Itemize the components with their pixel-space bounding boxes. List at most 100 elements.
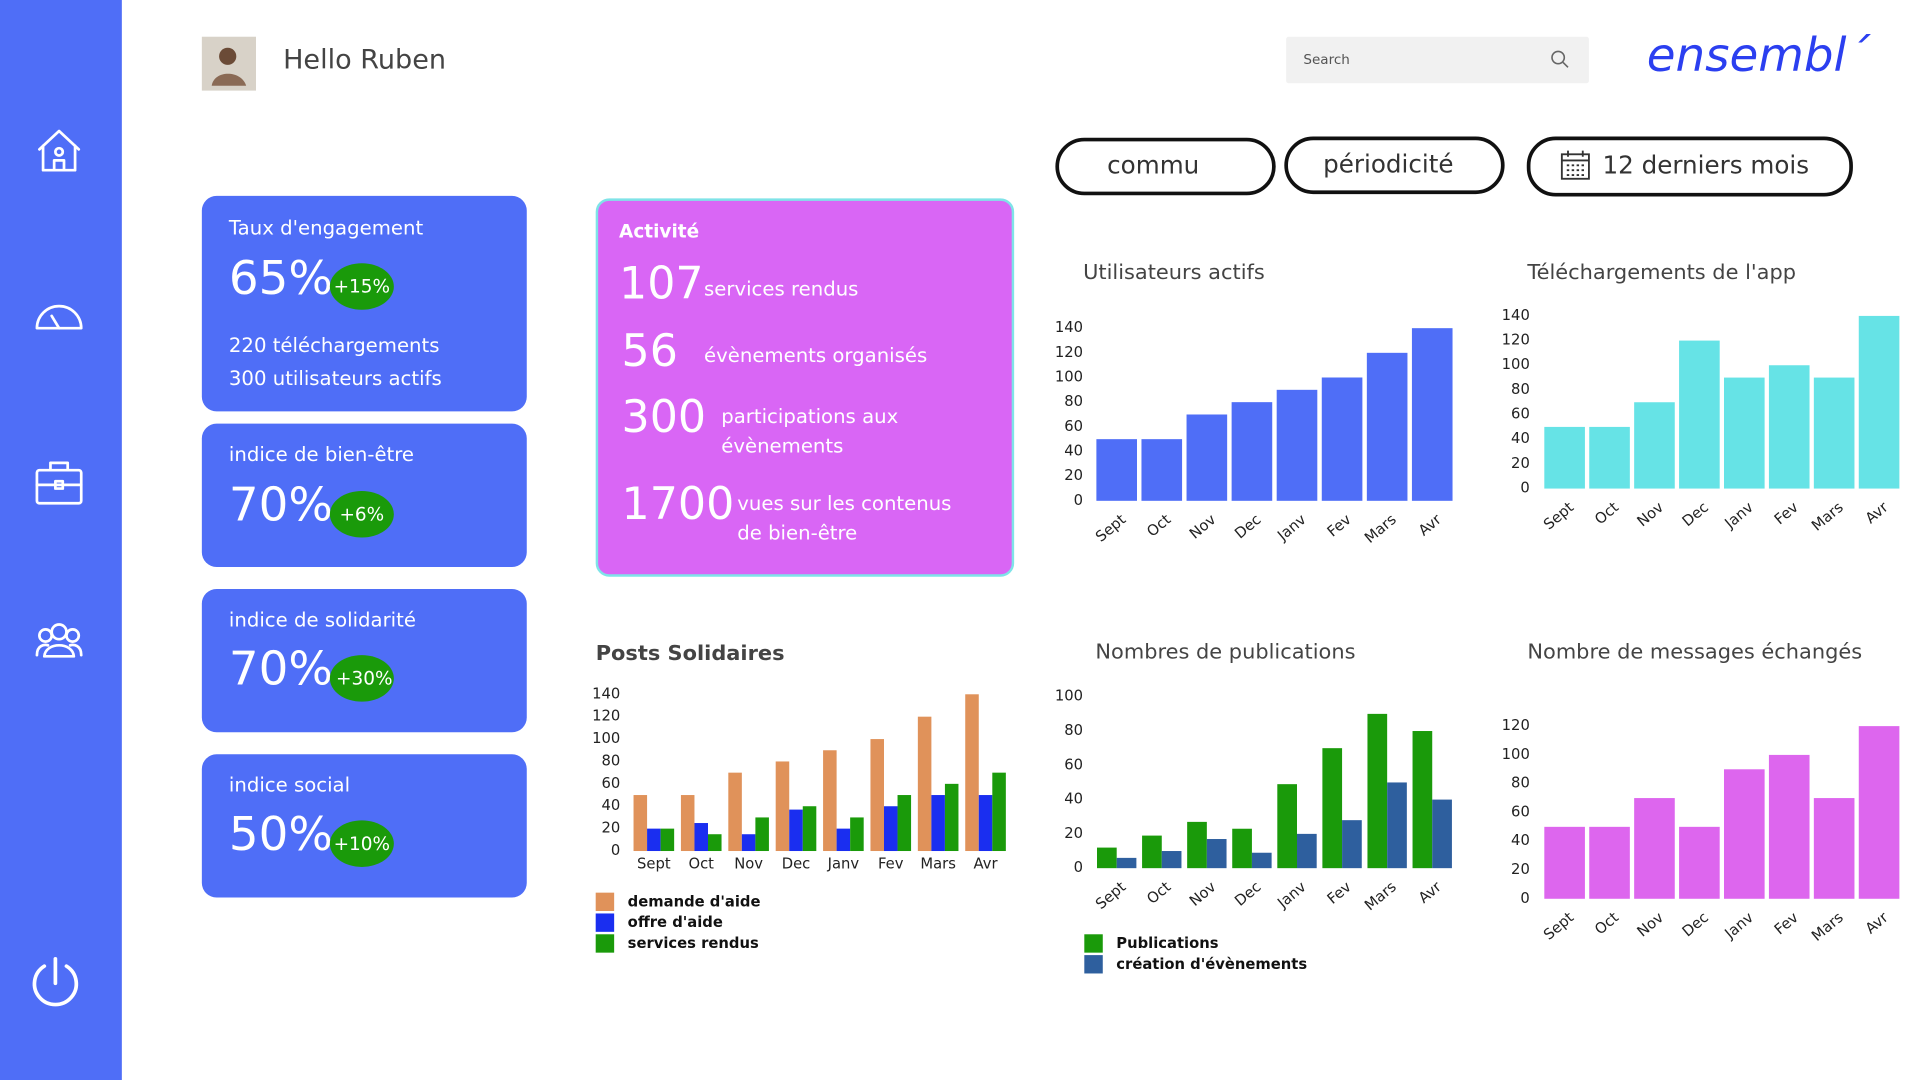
home-icon[interactable]: [38, 129, 81, 172]
y-tick-label: 80: [602, 752, 621, 769]
kpi-card: indice social 50% +10%: [201, 754, 527, 898]
bar: [1387, 782, 1407, 869]
dashboard-icon[interactable]: [35, 304, 83, 330]
x-tick-label: Janv: [1721, 909, 1757, 943]
y-tick-label: 80: [1064, 393, 1083, 410]
activity-label: participations aux: [721, 405, 898, 428]
kpi-value: 65%: [229, 252, 333, 306]
legend-label: Publications: [1116, 935, 1218, 952]
bar: [1858, 315, 1900, 489]
activity-value: 300: [622, 392, 707, 443]
bar: [965, 694, 979, 852]
calendar-icon: [1560, 150, 1590, 180]
kpi-value: 70%: [229, 479, 333, 533]
x-tick-label: Nov: [1186, 878, 1219, 910]
filter-button[interactable]: commu: [1055, 137, 1276, 196]
bar: [1724, 769, 1765, 899]
x-tick-label: Nov: [1634, 499, 1667, 531]
kpi-title: Taux d'engagement: [228, 217, 424, 240]
x-tick-label: Sept: [637, 856, 671, 873]
logo: ensembl´: [1647, 29, 1872, 83]
x-tick-label: Mars: [1362, 878, 1400, 914]
bar: [1411, 328, 1453, 501]
bar: [647, 828, 661, 852]
filter-label: 12 derniers mois: [1602, 151, 1809, 180]
x-tick-label: Nov: [1634, 909, 1667, 941]
y-tick-label: 40: [1511, 430, 1530, 447]
kpi-change: +30%: [336, 669, 392, 690]
x-tick-label: Janv: [827, 856, 860, 873]
bar: [741, 834, 756, 852]
x-tick-label: Fev: [1771, 499, 1802, 528]
bar: [931, 795, 945, 852]
y-tick-label: 80: [1511, 775, 1530, 792]
filter-button[interactable]: périodicité: [1284, 136, 1505, 195]
y-tick-label: 100: [1055, 369, 1083, 386]
x-tick-label: Dec: [1232, 878, 1265, 909]
bar: [1366, 352, 1408, 501]
bar: [1206, 839, 1227, 869]
y-tick-label: 40: [1064, 791, 1083, 808]
bar: [633, 795, 648, 852]
filter-button[interactable]: 12 derniers mois: [1526, 136, 1853, 197]
avatar[interactable]: [201, 36, 256, 91]
bar: [1768, 365, 1810, 489]
x-tick-label: Oct: [1144, 878, 1175, 907]
bar: [1142, 835, 1162, 869]
kpi-change: +6%: [339, 505, 384, 526]
bar: [870, 739, 884, 852]
x-tick-label: Sept: [1540, 499, 1577, 534]
legend-label: demande d'aide: [628, 893, 761, 910]
legend-label: services rendus: [628, 935, 759, 952]
legend-label: offre d'aide: [628, 914, 723, 931]
chart-title: Téléchargements de l'app: [1526, 260, 1796, 284]
x-tick-label: Avr: [974, 856, 999, 873]
kpi-detail: 220 téléchargements: [229, 334, 440, 357]
y-tick-label: 60: [1064, 756, 1083, 773]
bar: [1141, 439, 1183, 501]
y-tick-label: 100: [1055, 688, 1083, 705]
bar: [660, 828, 675, 852]
bar: [1724, 377, 1765, 489]
x-tick-label: Oct: [688, 856, 714, 873]
y-tick-label: 20: [1511, 861, 1530, 878]
bar: [1161, 851, 1182, 869]
x-tick-label: Nov: [1186, 511, 1219, 543]
bar: [1232, 828, 1252, 869]
x-tick-label: Oct: [1592, 909, 1623, 938]
kpi-title: indice de bien-être: [229, 443, 414, 466]
activity-card: Activité 107 services rendus 56 évènemen…: [595, 198, 1015, 577]
y-tick-label: 100: [592, 730, 620, 747]
bar: [1297, 833, 1317, 869]
bar: [884, 806, 898, 852]
bar: [755, 817, 769, 852]
x-tick-label: Janv: [1721, 499, 1757, 533]
community-icon[interactable]: [35, 623, 83, 658]
x-tick-label: Dec: [782, 856, 811, 873]
y-tick-label: 20: [1064, 825, 1083, 842]
activity-label: évènements: [721, 434, 843, 457]
legend-swatch: [595, 892, 615, 912]
logout-icon[interactable]: [32, 956, 79, 1007]
x-tick-label: Mars: [1809, 909, 1847, 945]
x-tick-label: Avr: [1415, 510, 1445, 539]
bar: [1342, 820, 1362, 869]
bar: [917, 716, 932, 852]
bar: [1634, 798, 1675, 899]
y-tick-label: 120: [592, 708, 620, 725]
search-box[interactable]: Search: [1286, 36, 1589, 84]
work-icon[interactable]: [35, 461, 83, 505]
bar: [694, 823, 708, 852]
kpi-detail: 300 utilisateurs actifs: [229, 367, 442, 390]
x-tick-label: Sept: [1540, 909, 1577, 944]
x-tick-label: Janv: [1274, 878, 1310, 912]
y-tick-label: 20: [1064, 467, 1083, 484]
bar: [1679, 340, 1720, 489]
x-tick-label: Dec: [1232, 511, 1265, 542]
bar: [1251, 852, 1272, 869]
bar: [1186, 414, 1228, 501]
bar: [836, 828, 851, 852]
kpi-card: indice de solidarité 70% +30%: [201, 588, 527, 733]
x-tick-label: Janv: [1274, 511, 1310, 545]
